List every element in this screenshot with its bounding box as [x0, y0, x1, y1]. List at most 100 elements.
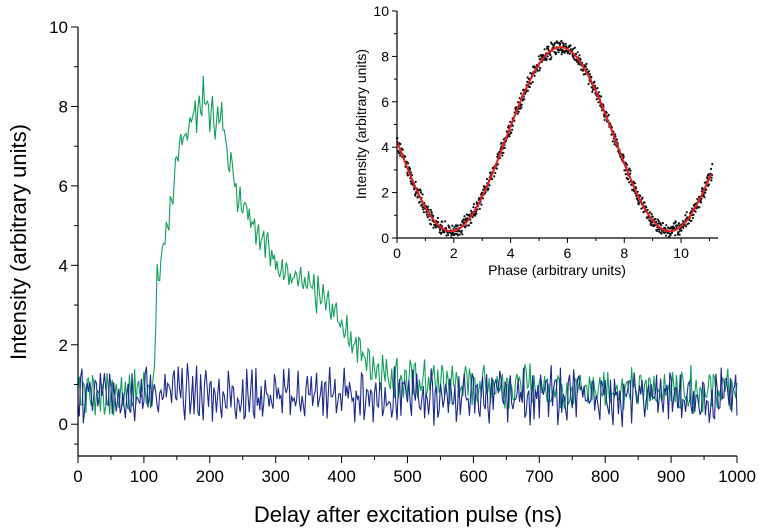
inset-data-point	[520, 106, 523, 109]
inset-data-point	[656, 229, 659, 232]
inset-data-point	[665, 224, 668, 227]
inset-data-point	[691, 216, 695, 220]
main-y-tick-label: 6	[59, 177, 68, 196]
inset-data-point	[613, 143, 616, 146]
inset-data-point	[603, 118, 606, 122]
inset-data-point	[470, 221, 473, 224]
inset-data-point	[677, 222, 681, 225]
inset-x-tick-label: 0	[393, 245, 401, 261]
inset-data-point	[650, 221, 654, 224]
inset-data-point	[636, 199, 640, 202]
inset-data-point	[462, 218, 465, 221]
inset-data-point	[467, 224, 470, 227]
inset-data-point	[529, 72, 532, 75]
inset-data-point	[711, 163, 714, 166]
inset-data-point	[558, 49, 561, 52]
inset-data-point	[611, 140, 614, 143]
inset-data-point	[425, 213, 429, 216]
inset-data-point	[657, 220, 660, 223]
inset-y-tick-label: 2	[381, 185, 389, 201]
inset-data-point	[426, 216, 429, 219]
inset-data-point	[500, 141, 503, 144]
inset-data-point	[575, 60, 579, 63]
inset-data-point	[641, 196, 644, 199]
inset-data-point	[687, 222, 690, 225]
inset-data-point	[543, 48, 546, 51]
main-x-tick-label: 400	[327, 467, 355, 486]
inset-data-point	[596, 87, 599, 90]
inset-data-point	[520, 103, 523, 106]
inset-data-point	[441, 220, 444, 223]
inset-data-point	[528, 85, 532, 89]
inset-data-point	[710, 179, 713, 182]
inset-data-point	[691, 207, 694, 210]
inset-data-point	[561, 49, 565, 52]
inset-data-point	[397, 152, 401, 155]
main-y-axis-title: Intensity (arbitrary units)	[6, 124, 31, 360]
inset-data-point	[640, 207, 643, 210]
inset-data-point	[422, 211, 425, 214]
inset-x-tick-label: 4	[507, 245, 515, 261]
inset-data-point	[709, 167, 713, 170]
inset-data-point	[437, 221, 440, 224]
inset-data-point	[501, 154, 504, 157]
inset-data-point	[569, 44, 572, 47]
inset-data-point	[685, 225, 688, 228]
inset-data-point	[414, 180, 417, 183]
inset-data-point	[463, 215, 466, 218]
inset-data-point	[447, 234, 450, 237]
inset-data-point	[564, 42, 567, 45]
inset-data-point	[432, 214, 435, 217]
inset-data-point	[430, 223, 433, 226]
inset-data-point	[579, 58, 582, 61]
main-x-tick-label: 1000	[718, 467, 756, 486]
inset-data-point	[682, 226, 685, 229]
inset-data-point	[494, 171, 497, 175]
inset-data-point	[685, 211, 688, 214]
inset-data-point	[669, 233, 672, 236]
inset-data-point	[560, 39, 563, 43]
inset-data-point	[458, 233, 461, 236]
inset-data-point	[555, 51, 558, 54]
inset-x-tick-label: 8	[620, 245, 628, 261]
inset-data-point	[607, 113, 610, 116]
inset-data-point	[680, 229, 683, 232]
inset-data-point	[479, 193, 482, 196]
inset-data-point	[651, 215, 654, 218]
inset-data-point	[584, 72, 587, 76]
inset-data-point	[556, 41, 559, 44]
inset-data-point	[399, 154, 402, 157]
inset-data-point	[707, 183, 711, 186]
inset-data-point	[475, 212, 478, 215]
inset-data-point	[503, 146, 506, 149]
inset-data-point	[587, 82, 590, 86]
inset-data-point	[560, 53, 563, 56]
inset-data-point	[643, 201, 646, 204]
inset-data-point	[694, 210, 697, 213]
inset-data-point	[406, 171, 409, 174]
inset-data-point	[464, 226, 467, 229]
main-x-tick-label: 700	[525, 467, 553, 486]
inset-data-point	[549, 53, 552, 57]
main-x-tick-label: 100	[130, 467, 158, 486]
inset-data-point	[658, 230, 661, 233]
inset-data-point	[568, 52, 571, 55]
inset-data-point	[646, 216, 649, 219]
inset-data-point	[405, 160, 408, 163]
inset-data-point	[576, 51, 579, 54]
inset-data-point	[590, 76, 593, 79]
inset-fit-curve	[396, 46, 712, 233]
inset-data-point	[502, 151, 505, 154]
inset-data-point	[533, 66, 536, 69]
inset-data-point	[426, 205, 430, 208]
inset-data-point	[421, 193, 424, 196]
inset-background	[330, 2, 730, 292]
inset-data-point	[509, 120, 512, 123]
inset-data-point	[628, 167, 631, 170]
inset-data-point	[637, 203, 640, 206]
inset-data-point	[518, 97, 521, 100]
inset-data-point	[451, 224, 454, 227]
inset-data-point	[678, 233, 681, 236]
inset-data-point	[472, 206, 475, 209]
inset-data-point	[491, 177, 494, 181]
